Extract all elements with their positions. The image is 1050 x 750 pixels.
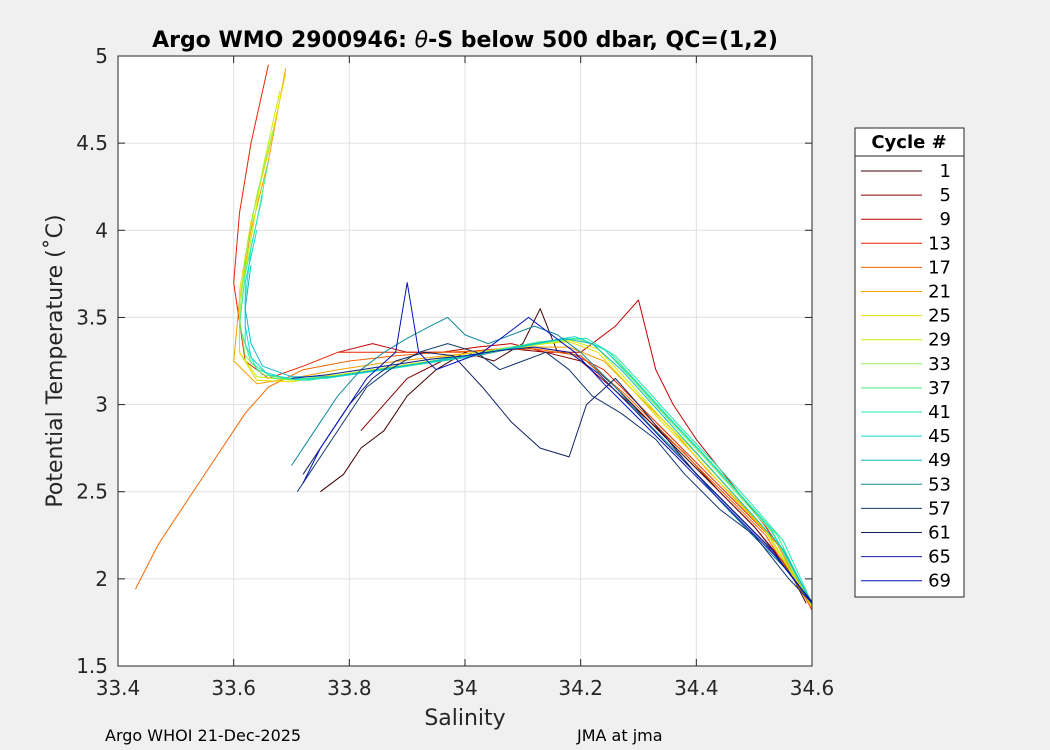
legend-label-37: 37	[928, 378, 951, 399]
series-line-cycle-57	[296, 343, 813, 604]
legend-label-65: 65	[928, 547, 951, 568]
series-layer	[134, 64, 813, 611]
legend-label-69: 69	[928, 571, 951, 592]
legend-label-57: 57	[928, 498, 951, 519]
footer-left: Argo WHOI 21-Dec-2025	[105, 726, 301, 745]
legend-label-17: 17	[928, 257, 951, 278]
legend-label-45: 45	[928, 426, 951, 447]
x-tick-label: 33.4	[96, 676, 141, 700]
legend-entries: 1 5 9 13 17 21 25 29 33 37 41 45 49 53 57 61 65 69	[861, 161, 951, 592]
footer-right: JMA at jma	[576, 726, 663, 745]
ticks: 33.4 33.6 33.8 34 34.2 34.4 34.6 1.5 2 2.5 3 3.5 4 4.…	[76, 44, 834, 700]
series-line-cycle-13	[233, 64, 813, 611]
y-tick-label: 4	[95, 218, 108, 242]
y-tick-label: 5	[95, 44, 108, 68]
x-axis-label: Salinity	[424, 706, 505, 731]
legend-label-13: 13	[928, 233, 951, 254]
series-line-cycle-21	[233, 68, 813, 609]
legend-label-33: 33	[928, 354, 951, 375]
legend-label-29: 29	[928, 330, 951, 351]
y-tick-label: 2	[95, 567, 108, 591]
legend-label-61: 61	[928, 523, 951, 544]
legend-label-9: 9	[940, 209, 951, 230]
legend-label-21: 21	[928, 282, 951, 303]
title-theta: θ	[415, 28, 429, 53]
legend-label-53: 53	[928, 474, 951, 495]
x-tick-label: 33.8	[327, 676, 372, 700]
legend-label-25: 25	[928, 306, 951, 327]
y-axis-label: Potential Temperature (˚C)	[43, 214, 68, 507]
legend: Cycle # 1 5 9 13 17 21 25 29 33 37 41 45 49 53 57 61 65 6…	[854, 127, 965, 598]
x-tick-label: 34	[452, 676, 477, 700]
y-tick-label: 1.5	[76, 654, 108, 678]
legend-label-5: 5	[940, 185, 951, 206]
series-line-cycle-49	[244, 265, 813, 604]
x-tick-label: 34.6	[790, 676, 835, 700]
legend-label-49: 49	[928, 450, 951, 471]
x-tick-label: 34.2	[558, 676, 603, 700]
y-tick-label: 3.5	[76, 305, 108, 329]
y-tick-label: 4.5	[76, 131, 108, 155]
y-tick-label: 3	[95, 393, 108, 417]
series-line-cycle-53	[291, 316, 813, 604]
series-line-cycle-41	[244, 195, 813, 604]
legend-label-1: 1	[940, 161, 951, 182]
x-tick-label: 33.6	[211, 676, 256, 700]
title-prefix: Argo WMO 2900946:	[152, 28, 415, 53]
series-line-cycle-65	[291, 346, 813, 604]
legend-label-41: 41	[928, 402, 951, 423]
series-line-cycle-69	[302, 282, 813, 604]
legend-title: Cycle #	[871, 132, 946, 153]
x-tick-label: 34.4	[674, 676, 719, 700]
chart-title: Argo WMO 2900946: θ-S below 500 dbar, QC…	[152, 28, 778, 53]
title-suffix: -S below 500 dbar, QC=(1,2)	[428, 28, 778, 53]
y-tick-label: 2.5	[76, 480, 108, 504]
legend-box	[854, 127, 965, 598]
series-line-cycle-17	[134, 348, 813, 609]
